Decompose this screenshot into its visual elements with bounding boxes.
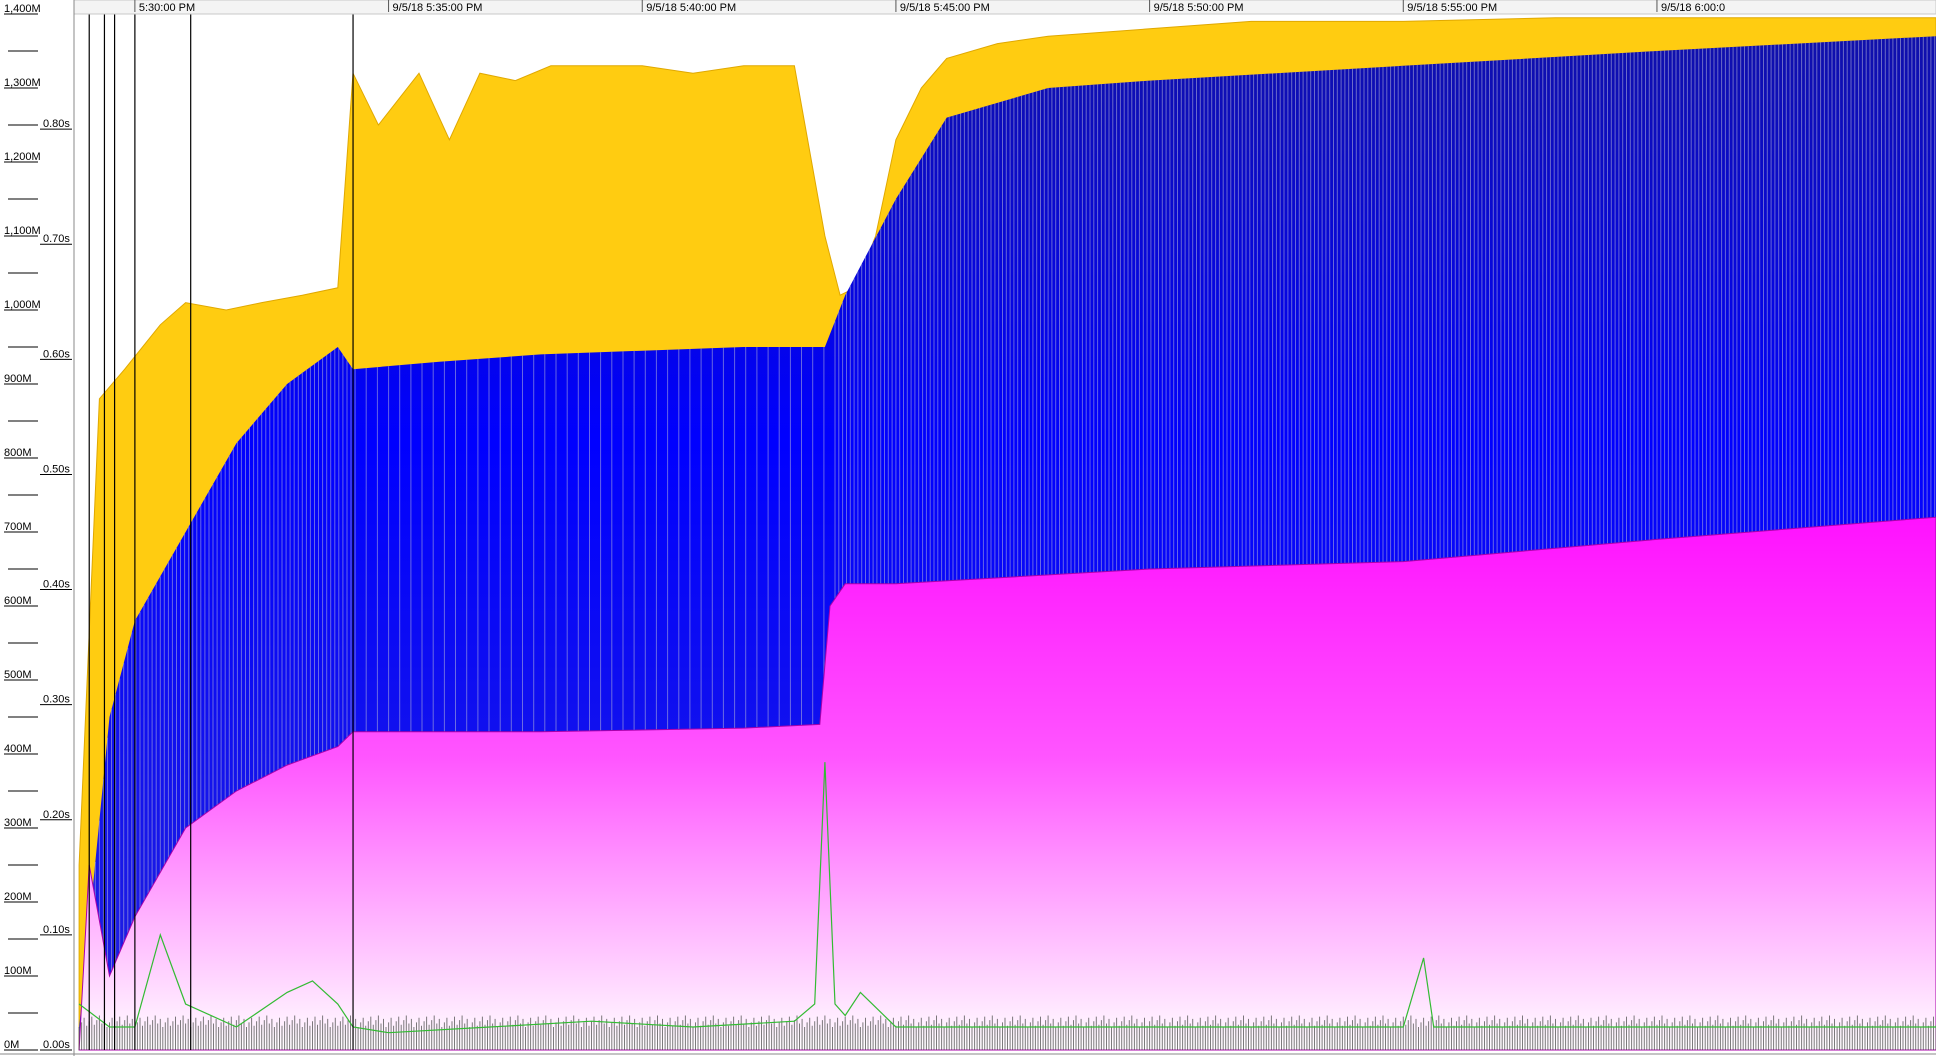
x-tick-label: 5:30:00 PM — [139, 2, 195, 14]
x-tick-label: 9/5/18 5:35:00 PM — [393, 2, 483, 14]
time-tick-label: 0.60s — [43, 348, 70, 360]
memory-tick-label: 500M — [4, 669, 32, 681]
memory-tick-label: 100M — [4, 965, 32, 977]
memory-tick-label: 0M — [4, 1039, 19, 1051]
gc-event-bars — [78, 1015, 1936, 1050]
time-tick-label: 0.40s — [43, 579, 70, 591]
plot-area — [78, 14, 1936, 1051]
x-tick-label: 9/5/18 5:40:00 PM — [646, 2, 736, 14]
memory-tick-label: 200M — [4, 891, 32, 903]
time-tick-label: 0.10s — [43, 924, 70, 936]
x-tick-label: 9/5/18 5:55:00 PM — [1407, 2, 1497, 14]
memory-tick-label: 700M — [4, 521, 32, 533]
time-tick-label: 0.30s — [43, 694, 70, 706]
memory-tick-label: 600M — [4, 595, 32, 607]
memory-tick-label: 800M — [4, 447, 32, 459]
time-tick-label: 0.50s — [43, 463, 70, 475]
x-tick-label: 9/5/18 6:00:0 — [1661, 2, 1725, 14]
y-axis-panel — [0, 0, 74, 1056]
memory-tick-label: 400M — [4, 743, 32, 755]
time-tick-label: 0.80s — [43, 118, 70, 130]
memory-tick-label: 900M — [4, 373, 32, 385]
time-tick-label: 0.00s — [43, 1039, 70, 1051]
x-tick-label: 9/5/18 5:45:00 PM — [900, 2, 990, 14]
memory-tick-label: 1,100M — [4, 225, 41, 237]
memory-tick-label: 1,000M — [4, 299, 41, 311]
x-tick-label: 9/5/18 5:50:00 PM — [1154, 2, 1244, 14]
memory-tick-label: 1,300M — [4, 77, 41, 89]
old-gen-area — [78, 516, 1936, 1051]
memory-tick-label: 1,400M — [4, 3, 41, 15]
time-tick-label: 0.20s — [43, 809, 70, 821]
memory-tick-label: 1,200M — [4, 151, 41, 163]
memory-tick-label: 300M — [4, 817, 32, 829]
gc-pause-line — [78, 762, 1936, 1034]
time-tick-label: 0.70s — [43, 233, 70, 245]
